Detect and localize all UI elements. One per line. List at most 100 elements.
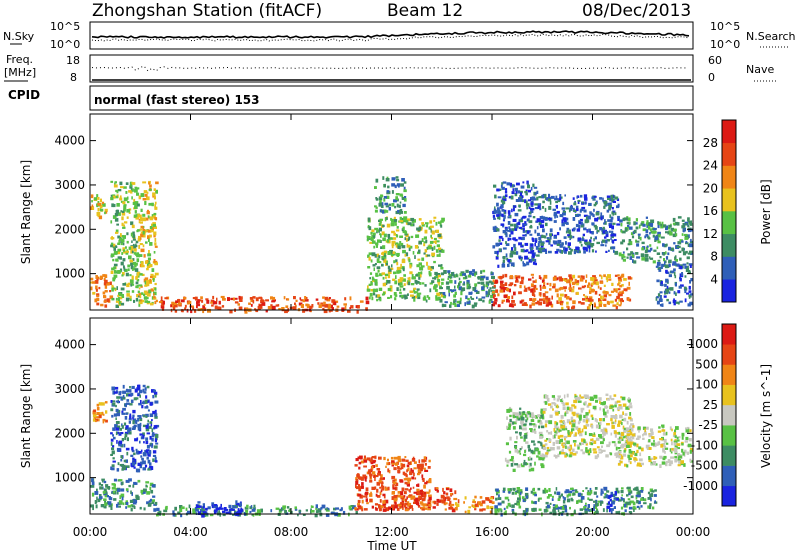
echo-cell — [552, 276, 557, 281]
echo-cell — [121, 238, 125, 243]
echo-cell — [649, 232, 651, 235]
echo-cell — [471, 504, 474, 508]
echo-cell — [90, 485, 95, 488]
echo-cell — [146, 300, 151, 303]
echo-cell — [378, 471, 381, 474]
echo-cell — [357, 456, 361, 460]
echo-cell — [387, 251, 391, 255]
echo-cell — [146, 444, 150, 449]
echo-cell — [106, 501, 109, 505]
echo-cell — [517, 190, 521, 194]
echo-cell — [403, 216, 408, 219]
echo-cell — [492, 214, 496, 218]
echo-cell — [142, 452, 147, 455]
echo-cell — [135, 388, 138, 391]
echo-cell — [152, 454, 157, 457]
echo-cell — [205, 298, 209, 301]
echo-cell — [288, 509, 291, 512]
echo-cell — [343, 303, 347, 306]
echo-cell — [663, 445, 667, 448]
noise-left-tick-high: 10^5 — [50, 20, 80, 33]
echo-cell — [136, 284, 139, 289]
echo-cell — [413, 461, 417, 464]
echo-cell — [145, 441, 149, 445]
echo-cell — [196, 504, 199, 508]
echo-cell — [545, 501, 549, 505]
echo-cell — [174, 309, 178, 313]
echo-cell — [406, 243, 409, 248]
echo-cell — [661, 461, 666, 465]
echo-cell — [277, 304, 280, 307]
echo-cell — [329, 297, 331, 300]
echo-cell — [386, 191, 389, 195]
echo-cell — [672, 217, 676, 222]
echo-cell — [365, 487, 369, 492]
echo-cell — [532, 491, 537, 496]
echo-cell — [511, 300, 515, 303]
echo-cell — [545, 240, 550, 243]
echo-cell — [420, 465, 424, 470]
echo-cell — [196, 303, 201, 307]
echo-cell — [94, 298, 98, 301]
echo-cell — [487, 291, 491, 296]
echo-cell — [142, 229, 146, 233]
echo-cell — [130, 246, 134, 250]
echo-cell — [152, 275, 157, 278]
echo-cell — [399, 288, 402, 292]
echo-cell — [399, 208, 403, 213]
echo-cell — [401, 458, 406, 462]
echo-cell — [386, 263, 388, 266]
echo-cell — [257, 509, 262, 514]
echo-cell — [644, 428, 646, 432]
echo-cell — [525, 414, 529, 419]
echo-cell — [125, 404, 127, 408]
echo-cell — [556, 422, 559, 426]
echo-cell — [154, 262, 158, 266]
echo-cell — [620, 292, 623, 297]
echo-cell — [128, 255, 132, 260]
echo-cell — [471, 291, 473, 295]
echo-cell — [512, 487, 516, 491]
echo-cell — [673, 440, 678, 444]
echo-cell — [420, 271, 423, 275]
echo-cell — [664, 283, 667, 287]
echo-cell — [393, 495, 397, 499]
echo-cell — [599, 287, 602, 290]
echo-cell — [660, 443, 664, 448]
echo-cell — [593, 451, 598, 454]
echo-cell — [141, 404, 144, 409]
echo-cell — [645, 229, 649, 234]
echo-cell — [557, 509, 560, 513]
echo-cell — [686, 451, 690, 455]
echo-cell — [123, 204, 127, 207]
echo-cell — [621, 421, 623, 426]
echo-cell — [409, 290, 414, 293]
echo-cell — [151, 484, 156, 488]
echo-cell — [142, 388, 145, 393]
echo-cell — [136, 192, 140, 196]
velocity-panel-frame — [89, 317, 694, 515]
echo-cell — [514, 238, 518, 242]
echo-cell — [110, 432, 113, 435]
echo-cell — [576, 208, 579, 212]
echo-cell — [503, 294, 508, 298]
echo-cell — [577, 427, 581, 432]
power-echo-cells — [90, 176, 694, 314]
echo-cell — [355, 480, 359, 485]
echo-cell — [590, 414, 594, 418]
echo-cell — [125, 412, 128, 415]
echo-cell — [541, 249, 546, 253]
echo-cell — [126, 437, 129, 442]
echo-cell — [561, 207, 566, 210]
echo-cell — [524, 449, 526, 454]
echo-cell — [140, 449, 143, 452]
echo-cell — [603, 486, 608, 491]
echo-cell — [140, 261, 144, 265]
echo-cell — [424, 469, 429, 472]
echo-cell — [423, 456, 427, 460]
echo-cell — [565, 402, 569, 406]
echo-cell — [399, 495, 404, 498]
echo-cell — [96, 298, 100, 302]
echo-cell — [579, 221, 583, 225]
